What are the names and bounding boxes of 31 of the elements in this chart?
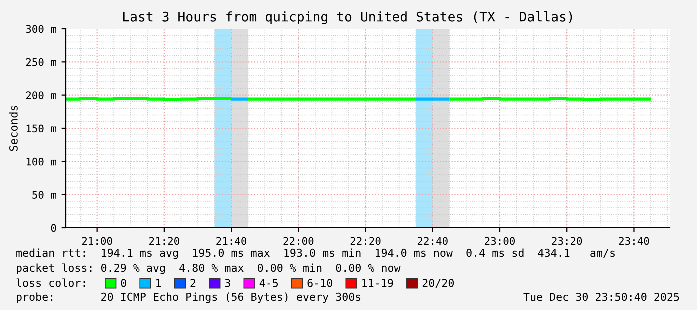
x-tick-label: 23:40 (619, 237, 650, 246)
x-tick-label: 22:20 (350, 237, 381, 246)
text: Tue Dec 30 23:50:40 2025 (524, 292, 680, 302)
y-axis-title: Seconds (9, 106, 18, 152)
text: median rtt: 194.1 ms avg 195.0 ms max 193.0 ms min 194.0 ms now 0.4 ms sd 434.1 am/s (16, 248, 615, 260)
y-tick-label: 300 m (26, 25, 56, 34)
x-tick-label: 23:20 (552, 237, 582, 246)
y-tick-label: 200 m (26, 92, 56, 100)
x-tick-label: 22:00 (284, 237, 314, 246)
x-tick-label: 21:00 (82, 237, 112, 246)
legend-label: 20/20 (422, 279, 454, 288)
text: packet loss: 0.29 % avg 4.80 % max 0.00 % min 0.00 % now (17, 264, 401, 274)
x-tick-label: 21:40 (216, 237, 247, 246)
legend-label: 11-19 (362, 279, 394, 288)
legend-label: 3 (225, 279, 230, 288)
x-tick-label: 23:00 (485, 237, 515, 246)
y-tick-label: 150 m (26, 124, 56, 133)
y-tick-label: 50 m (32, 191, 56, 199)
x-tick-label: 21:20 (150, 237, 180, 246)
legend-label: 4-5 (260, 279, 278, 288)
legend-label: 2 (190, 279, 196, 288)
x-tick-label: 22:40 (418, 237, 448, 246)
y-tick-label: 250 m (26, 58, 56, 66)
legend-label: 0 (121, 279, 126, 288)
y-tick-label: 100 m (26, 158, 56, 166)
legend-label: 1 (156, 279, 162, 288)
text: probe: 20 ICMP Echo Pings (56 Bytes) every 300s (17, 292, 361, 304)
legend-label: 6-10 (308, 279, 332, 288)
legend-title: loss color: (16, 278, 86, 288)
chart-title: Last 3 Hours from quicping to United States (TX - Dallas) (123, 12, 572, 24)
y-tick-label: 0 (51, 224, 56, 232)
